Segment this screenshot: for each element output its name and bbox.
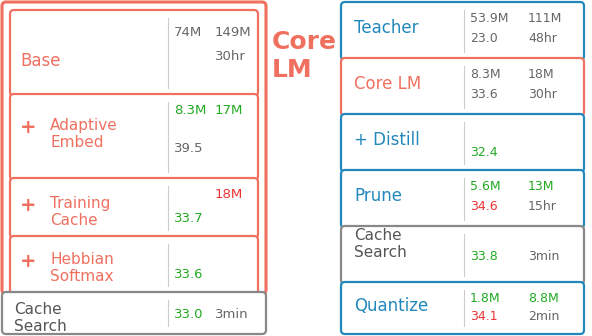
- FancyBboxPatch shape: [341, 2, 584, 60]
- Text: 53.9M: 53.9M: [470, 12, 509, 25]
- Text: 74M: 74M: [174, 26, 202, 39]
- FancyBboxPatch shape: [10, 236, 258, 294]
- Text: 18M: 18M: [215, 188, 243, 201]
- Text: Teacher: Teacher: [354, 19, 419, 37]
- Text: 2min: 2min: [528, 310, 559, 323]
- Text: Prune: Prune: [354, 187, 402, 205]
- Text: 8.8M: 8.8M: [528, 292, 559, 305]
- Text: +: +: [20, 118, 37, 137]
- FancyBboxPatch shape: [341, 58, 584, 116]
- FancyBboxPatch shape: [10, 178, 258, 238]
- Text: 33.0: 33.0: [174, 308, 204, 321]
- Text: 33.8: 33.8: [470, 250, 498, 263]
- FancyBboxPatch shape: [10, 94, 258, 180]
- Text: 17M: 17M: [215, 104, 243, 117]
- Text: 33.6: 33.6: [470, 88, 498, 101]
- FancyBboxPatch shape: [341, 226, 584, 284]
- Text: 32.4: 32.4: [470, 146, 498, 159]
- Text: Cache
Search: Cache Search: [354, 228, 407, 260]
- FancyBboxPatch shape: [341, 114, 584, 172]
- Text: 34.1: 34.1: [470, 310, 498, 323]
- Text: 13M: 13M: [528, 180, 555, 193]
- Text: Core LM: Core LM: [354, 75, 422, 93]
- FancyBboxPatch shape: [10, 10, 258, 96]
- Text: 111M: 111M: [528, 12, 562, 25]
- Text: 33.7: 33.7: [174, 212, 204, 225]
- Text: 8.3M: 8.3M: [174, 104, 207, 117]
- FancyBboxPatch shape: [2, 292, 266, 334]
- Text: + Distill: + Distill: [354, 131, 420, 149]
- Text: 5.6M: 5.6M: [470, 180, 501, 193]
- Text: 1.8M: 1.8M: [470, 292, 501, 305]
- Text: 8.3M: 8.3M: [470, 68, 501, 81]
- Text: 39.5: 39.5: [174, 142, 204, 155]
- Text: Adaptive
Embed: Adaptive Embed: [50, 118, 118, 151]
- Text: Cache
Search: Cache Search: [14, 302, 67, 334]
- Text: +: +: [20, 196, 37, 215]
- Text: 33.6: 33.6: [174, 268, 204, 281]
- Text: 30hr: 30hr: [528, 88, 557, 101]
- FancyBboxPatch shape: [2, 2, 266, 294]
- Text: 18M: 18M: [528, 68, 555, 81]
- Text: Hebbian
Softmax: Hebbian Softmax: [50, 252, 114, 284]
- Text: Training
Cache: Training Cache: [50, 196, 110, 228]
- Text: 3min: 3min: [528, 250, 559, 263]
- Text: 48hr: 48hr: [528, 32, 557, 45]
- Text: 3min: 3min: [215, 308, 249, 321]
- Text: Base: Base: [20, 52, 60, 70]
- Text: 30hr: 30hr: [215, 50, 246, 63]
- Text: Quantize: Quantize: [354, 297, 428, 315]
- Text: 15hr: 15hr: [528, 200, 557, 213]
- FancyBboxPatch shape: [341, 282, 584, 334]
- FancyBboxPatch shape: [341, 170, 584, 228]
- Text: +: +: [20, 252, 37, 271]
- Text: 149M: 149M: [215, 26, 252, 39]
- Text: 23.0: 23.0: [470, 32, 498, 45]
- Text: 34.6: 34.6: [470, 200, 498, 213]
- Text: Core
LM: Core LM: [272, 30, 337, 82]
